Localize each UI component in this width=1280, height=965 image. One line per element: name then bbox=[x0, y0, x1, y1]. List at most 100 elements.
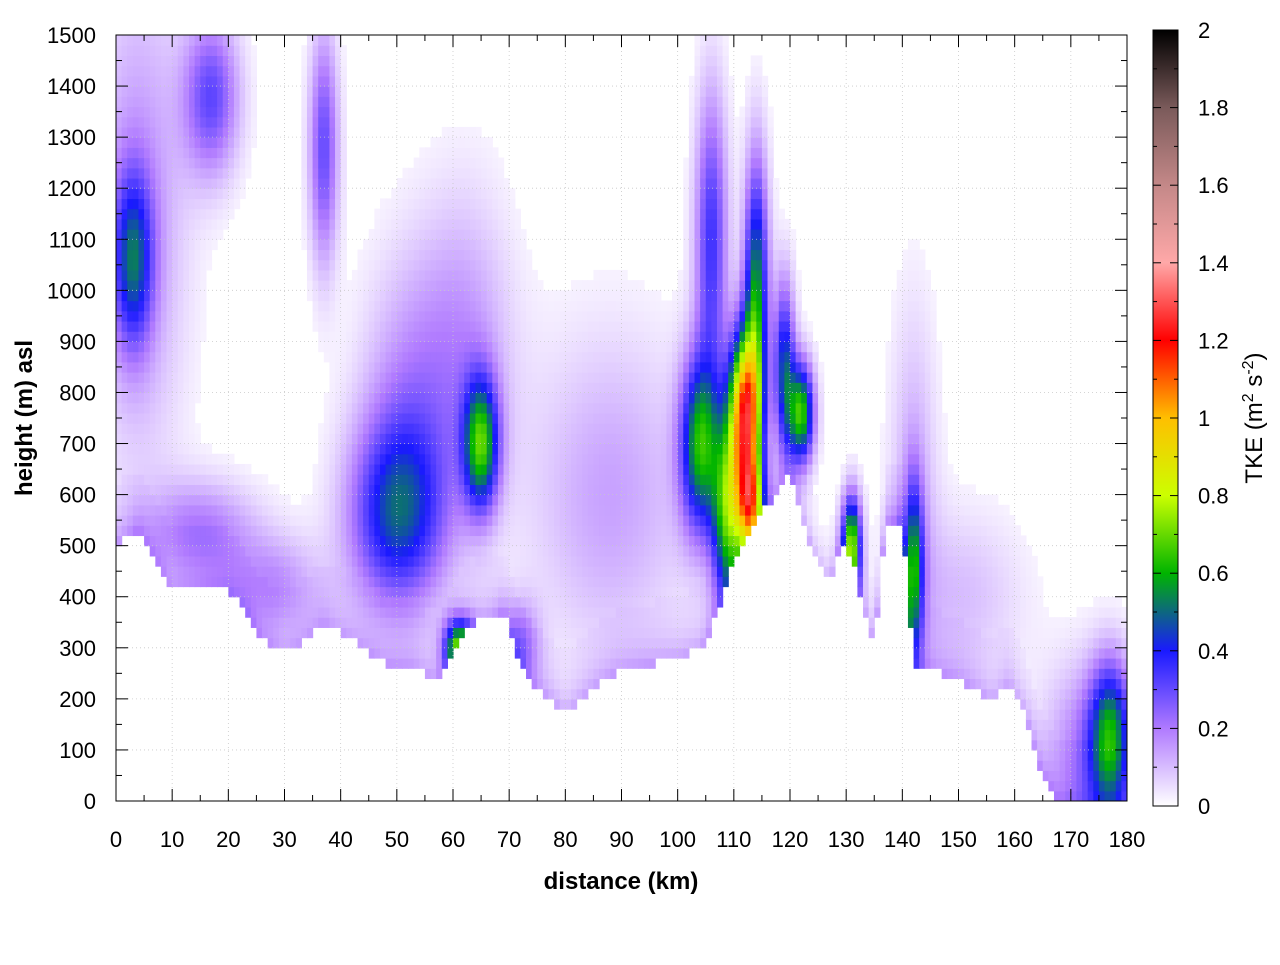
heatmap-cell bbox=[335, 423, 342, 434]
heatmap-cell bbox=[694, 474, 701, 485]
heatmap-cell bbox=[683, 167, 690, 179]
heatmap-cell bbox=[160, 453, 168, 465]
heatmap-cell bbox=[312, 545, 319, 557]
heatmap-cell bbox=[509, 188, 516, 200]
heatmap-cell bbox=[160, 75, 168, 87]
heatmap-cell bbox=[610, 504, 617, 516]
heatmap-cell bbox=[379, 218, 387, 230]
heatmap-cell bbox=[739, 484, 746, 496]
heatmap-cell bbox=[481, 372, 488, 383]
heatmap-cell bbox=[604, 463, 611, 475]
heatmap-cell bbox=[194, 351, 201, 363]
heatmap-cell bbox=[211, 137, 218, 148]
heatmap-cell bbox=[200, 525, 207, 537]
heatmap-cell bbox=[587, 433, 595, 445]
heatmap-cell bbox=[542, 647, 550, 659]
heatmap-cell bbox=[413, 341, 420, 353]
heatmap-cell bbox=[250, 504, 258, 516]
heatmap-cell bbox=[632, 627, 639, 639]
heatmap-cell bbox=[599, 290, 606, 302]
heatmap-cell bbox=[666, 596, 673, 608]
heatmap-cell bbox=[475, 290, 482, 302]
heatmap-cell bbox=[132, 463, 140, 475]
heatmap-cell bbox=[705, 55, 712, 67]
heatmap-cell bbox=[514, 341, 521, 353]
heatmap-cell bbox=[761, 331, 769, 342]
heatmap-cell bbox=[318, 331, 325, 342]
heatmap-cell bbox=[368, 647, 375, 659]
heatmap-cell bbox=[711, 606, 718, 618]
heatmap-cell bbox=[200, 45, 207, 57]
heatmap-cell bbox=[116, 45, 123, 57]
heatmap-cell bbox=[166, 555, 173, 567]
heatmap-cell bbox=[570, 351, 578, 363]
heatmap-cell bbox=[189, 515, 196, 526]
heatmap-cell bbox=[469, 596, 477, 608]
heatmap-cell bbox=[486, 229, 493, 240]
heatmap-cell bbox=[413, 515, 420, 526]
heatmap-cell bbox=[565, 423, 572, 434]
heatmap-cell bbox=[464, 208, 471, 220]
heatmap-cell bbox=[441, 515, 448, 526]
heatmap-cell bbox=[323, 331, 331, 342]
heatmap-cell bbox=[458, 126, 465, 138]
heatmap-cell bbox=[464, 126, 471, 138]
heatmap-cell bbox=[565, 453, 572, 465]
heatmap-cell bbox=[761, 392, 769, 404]
heatmap-cell bbox=[441, 494, 448, 506]
heatmap-cell bbox=[183, 269, 190, 281]
heatmap-cell bbox=[542, 566, 550, 577]
heatmap-cell bbox=[464, 167, 471, 179]
heatmap-cell bbox=[138, 229, 145, 240]
heatmap-cell bbox=[402, 188, 409, 200]
heatmap-cell bbox=[700, 300, 707, 312]
heatmap-cell bbox=[643, 331, 651, 342]
heatmap-cell bbox=[441, 474, 448, 485]
heatmap-cell bbox=[363, 402, 370, 414]
heatmap-cell bbox=[217, 75, 224, 87]
heatmap-cell bbox=[722, 443, 729, 455]
heatmap-cell bbox=[408, 647, 415, 659]
heatmap-cell bbox=[295, 545, 302, 557]
heatmap-cell bbox=[144, 361, 151, 373]
heatmap-cell bbox=[481, 310, 488, 322]
heatmap-cell bbox=[239, 86, 246, 97]
heatmap-cell bbox=[205, 137, 213, 148]
heatmap-cell bbox=[379, 586, 387, 598]
heatmap-cell bbox=[222, 96, 229, 108]
heatmap-cell bbox=[469, 290, 477, 302]
heatmap-cell bbox=[385, 392, 392, 404]
heatmap-cell bbox=[189, 412, 196, 424]
heatmap-cell bbox=[565, 545, 572, 557]
heatmap-cell bbox=[436, 280, 443, 291]
heatmap-cell bbox=[323, 249, 331, 261]
heatmap-cell bbox=[509, 208, 516, 220]
heatmap-cell bbox=[582, 361, 589, 373]
heatmap-cell bbox=[660, 443, 668, 455]
heatmap-cell bbox=[436, 310, 443, 322]
heatmap-cell bbox=[694, 525, 701, 537]
heatmap-cell bbox=[649, 647, 656, 659]
heatmap-cell bbox=[278, 566, 286, 577]
heatmap-cell bbox=[745, 412, 752, 424]
heatmap-cell bbox=[627, 617, 634, 628]
heatmap-cell bbox=[458, 504, 465, 516]
heatmap-cell bbox=[413, 494, 420, 506]
heatmap-cell bbox=[144, 443, 151, 455]
heatmap-cell bbox=[492, 249, 499, 261]
heatmap-cell bbox=[166, 372, 173, 383]
heatmap-cell bbox=[306, 35, 314, 46]
heatmap-cell bbox=[402, 474, 409, 485]
heatmap-cell bbox=[149, 310, 156, 322]
heatmap-cell bbox=[497, 157, 505, 169]
heatmap-cell bbox=[481, 259, 488, 271]
heatmap-cell bbox=[183, 259, 190, 271]
heatmap-cell bbox=[643, 484, 651, 496]
heatmap-cell bbox=[301, 157, 308, 169]
heatmap-cell bbox=[408, 177, 415, 189]
heatmap-cell bbox=[627, 494, 634, 506]
heatmap-cell bbox=[565, 341, 572, 353]
heatmap-cell bbox=[481, 229, 488, 240]
heatmap-cell bbox=[396, 658, 404, 669]
heatmap-cell bbox=[385, 310, 392, 322]
